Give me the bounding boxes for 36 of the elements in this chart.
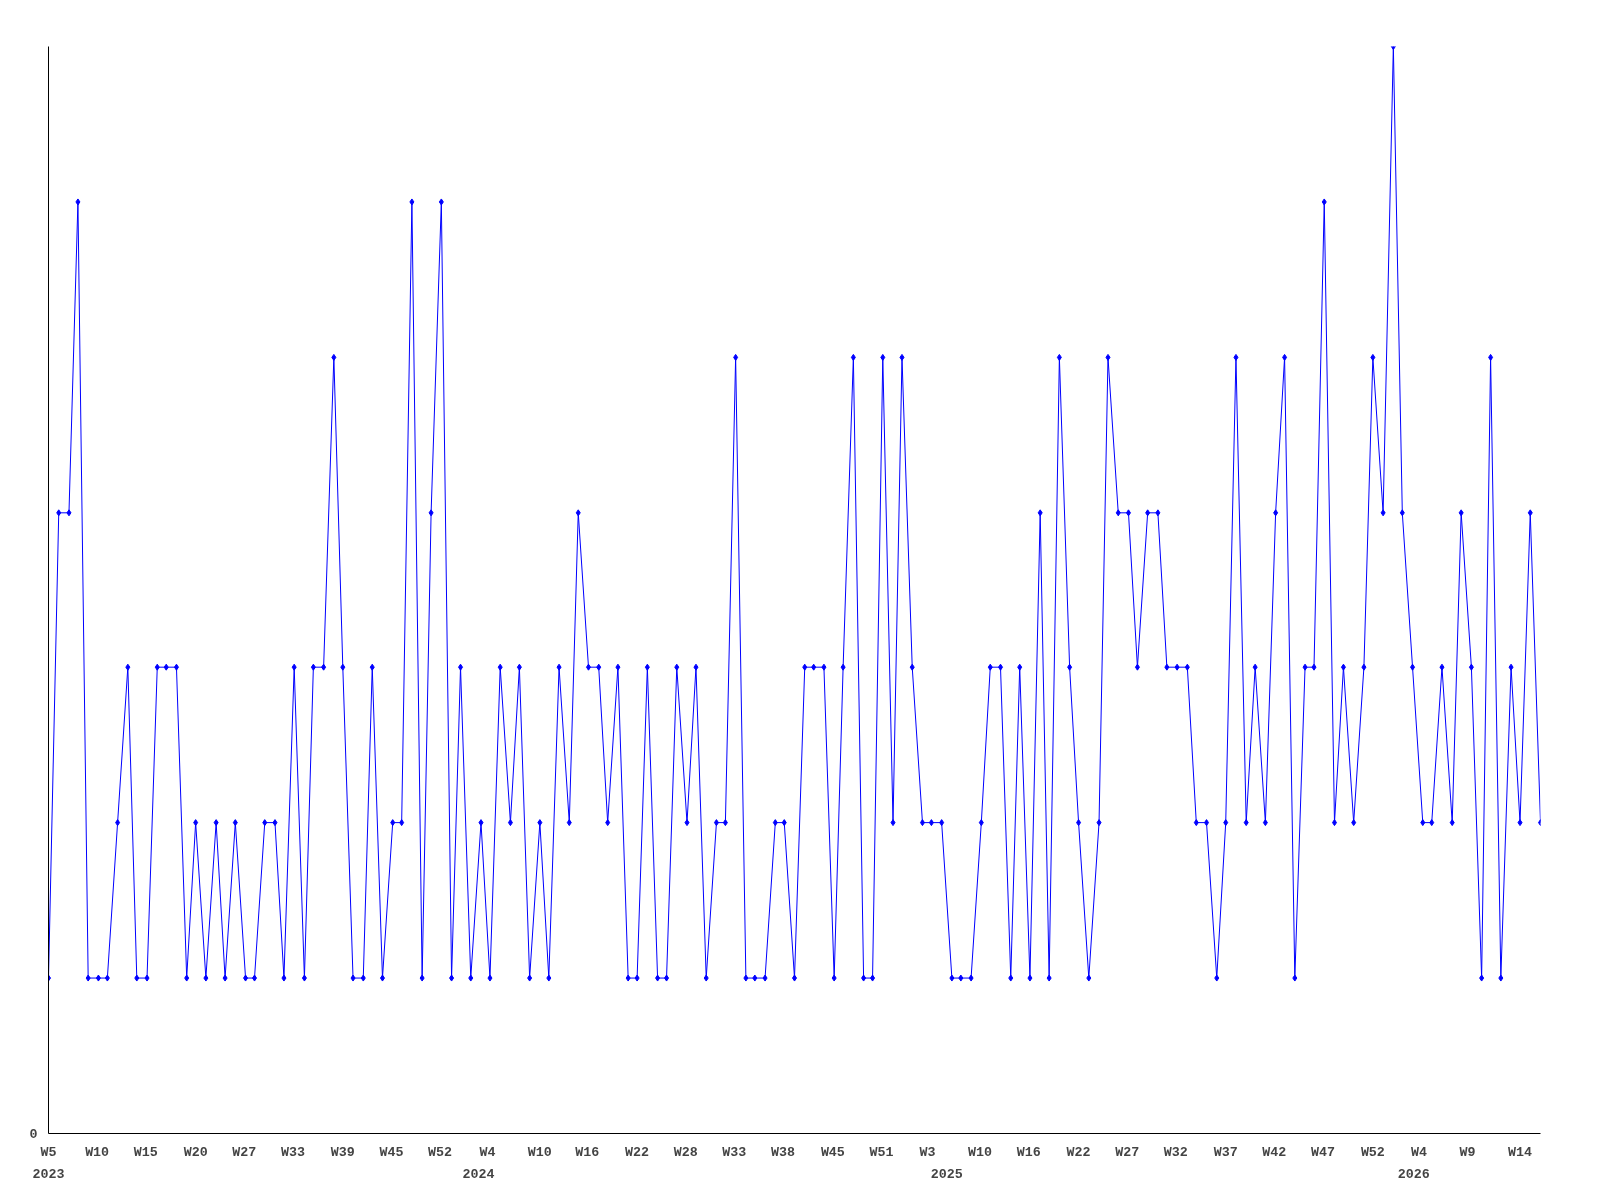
x-tick-label: W51 xyxy=(869,1144,894,1160)
x-tick-label: W16 xyxy=(1016,1144,1041,1160)
x-tick-label: W27 xyxy=(232,1144,257,1160)
x-tick-label: W33 xyxy=(722,1144,747,1160)
x-tick-label: W52 xyxy=(1360,1144,1385,1160)
x-tick-label: W22 xyxy=(1066,1144,1091,1160)
x-tick-label: W27 xyxy=(1115,1144,1140,1160)
x-tick-label: W14 xyxy=(1508,1144,1533,1160)
x-tick-label: W9 xyxy=(1459,1144,1476,1160)
text: 0 xyxy=(29,1127,38,1142)
x2-tick-label: 2024 xyxy=(462,1166,495,1182)
x-tick-label: W20 xyxy=(183,1144,208,1160)
x-tick-label: W4 xyxy=(1410,1144,1427,1160)
x-tick-label: W45 xyxy=(379,1144,404,1160)
x-tick-label: W52 xyxy=(428,1144,453,1160)
x-tick-label: W3 xyxy=(919,1144,936,1160)
x-tick-label: W39 xyxy=(330,1144,355,1160)
x-tick-label: W22 xyxy=(625,1144,650,1160)
x-tick-label: W38 xyxy=(770,1144,795,1160)
x-tick-label: W10 xyxy=(968,1144,993,1160)
x2-tick-label: 2025 xyxy=(930,1166,963,1182)
x-tick-label: W10 xyxy=(527,1144,552,1160)
x-tick-label: W47 xyxy=(1310,1144,1335,1160)
x-tick-label: W16 xyxy=(575,1144,600,1160)
x2-tick-label: 2026 xyxy=(1397,1166,1430,1182)
x-tick-label: W28 xyxy=(673,1144,698,1160)
x-tick-label: W4 xyxy=(479,1144,496,1160)
x-tick-label: W10 xyxy=(85,1144,110,1160)
x-tick-label: W33 xyxy=(280,1144,305,1160)
x-tick-label: W15 xyxy=(133,1144,158,1160)
x-tick-label: W42 xyxy=(1262,1144,1287,1160)
x-tick-label: W45 xyxy=(820,1144,845,1160)
x-tick-label: W32 xyxy=(1163,1144,1188,1160)
x-tick-label: W5 xyxy=(40,1144,57,1160)
x-tick-label: W37 xyxy=(1213,1144,1238,1160)
x2-tick-label: 2023 xyxy=(32,1166,65,1182)
